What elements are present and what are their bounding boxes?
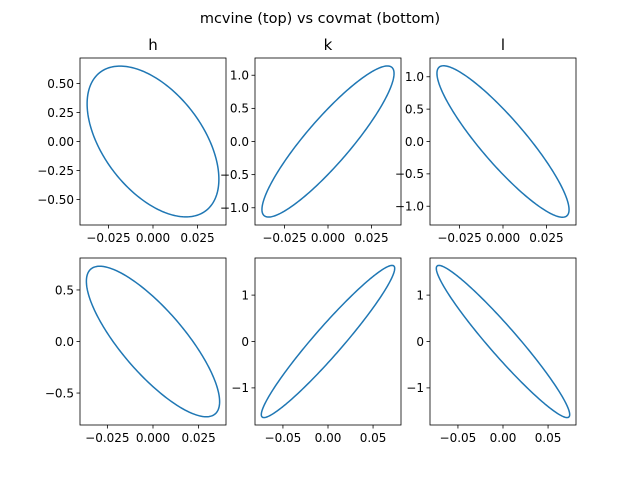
subplot-r1c1-xtick-label: −0.025 <box>86 231 130 245</box>
subplot-r2c1-ytick-label: 0.0 <box>55 335 74 349</box>
subplot-r1c1-ytick-label: 0.25 <box>47 106 74 120</box>
subplot-r2c2-xtick-label: 0.05 <box>360 431 387 445</box>
subplot-r1c3-xtick-label: 0.025 <box>529 231 563 245</box>
subplot-r2c3-xtick-label: 0.00 <box>490 431 517 445</box>
subplot-r2c2-xtick-label: 0.00 <box>315 431 342 445</box>
subplot-r1c3-curve <box>436 65 570 218</box>
subplot-r2c1-ytick-label: 0.5 <box>55 283 74 297</box>
subplot-r2c1-xtick-label: 0.000 <box>136 431 170 445</box>
subplot-r1c3-frame <box>429 57 577 226</box>
subplot-r2c3-xtick-label: −0.05 <box>440 431 477 445</box>
subplot-r2c3-frame <box>429 257 577 426</box>
subplot-r2c3-curve <box>435 264 571 419</box>
subplot-r1c3-ytick-label: 0.0 <box>405 135 424 149</box>
subplot-r2c1-curve <box>85 265 221 418</box>
subplot-r2c3-xtick-label: 0.05 <box>535 431 562 445</box>
subplot-r1c3-xtick-label: 0.000 <box>486 231 520 245</box>
subplot-r1c2-ytick-label: 0.5 <box>230 102 249 116</box>
subplot-r2c3: −0.05 0.00 0.05 −1 0 1 <box>406 257 577 445</box>
subplot-r1c1-ytick-label: 0.50 <box>47 77 74 91</box>
subplot-r1c2-title: k <box>324 36 333 54</box>
subplot-r1c1-ytick-label: 0.00 <box>47 135 74 149</box>
subplot-r1c3: −0.025 0.000 0.025 −1.0 −0.5 0.0 0.5 1.0 l <box>395 36 577 245</box>
subplot-r2c2-ytick-label: −1 <box>231 381 249 395</box>
subplot-r2c3-ytick-label: 1 <box>416 288 424 302</box>
subplot-r2c2: −0.05 0.00 0.05 −1 0 1 <box>231 257 402 445</box>
subplot-r2c2-ytick-label: 1 <box>241 288 249 302</box>
subplot-r1c3-ytick-label: −0.5 <box>395 167 424 181</box>
subplot-r1c3-ytick-label: 0.5 <box>405 102 424 116</box>
subplot-r1c2-frame <box>254 57 402 226</box>
subplot-r1c1-ytick-label: −0.25 <box>37 164 74 178</box>
subplot-r2c3-ytick-label: 0 <box>416 335 424 349</box>
subplots: −0.025 0.000 0.025−0.50−0.250.000.250.50h−… <box>37 36 577 445</box>
subplot-r1c1-ytick-label: −0.50 <box>37 193 74 207</box>
subplot-r1c3-ytick-label: −1.0 <box>395 200 424 214</box>
subplot-r2c1-xtick-label: −0.025 <box>85 431 129 445</box>
subplot-r2c1: −0.025 0.000 0.025 −0.5 0.0 0.5 <box>45 257 227 445</box>
subplot-r1c2: −0.025 0.000 0.025 −1.0 −0.5 0.0 0.5 1.0 k <box>220 36 402 245</box>
subplot-r1c2-xtick-label: −0.025 <box>262 231 306 245</box>
subplot-r2c1-xtick-label: 0.025 <box>181 431 215 445</box>
subplot-r2c2-ytick-label: 0 <box>241 335 249 349</box>
subplot-r1c2-ytick-label: 0.0 <box>230 135 249 149</box>
subplot-r1c1: −0.025 0.000 0.025 −0.50 −0.25 0.00 0.25 0.50 h <box>37 36 227 245</box>
subplot-r2c2-frame <box>254 257 402 426</box>
subplot-r1c2-curve <box>261 65 395 218</box>
subplot-r1c1-title: h <box>148 36 158 54</box>
subplot-r1c2-ytick-label: −1.0 <box>220 201 249 215</box>
subplot-r2c1-ytick-label: −0.5 <box>45 386 74 400</box>
subplot-r1c2-xtick-label: 0.000 <box>311 231 345 245</box>
subplot-r1c3-title: l <box>501 36 505 54</box>
subplot-r1c1-curve <box>86 65 220 218</box>
subplot-r1c1-xtick-label: 0.000 <box>136 231 170 245</box>
figure-suptitle: mcvine (top) vs covmat (bottom) <box>200 11 440 27</box>
subplot-r1c3-xtick-label: −0.025 <box>437 231 481 245</box>
subplot-r1c3-ytick-label: 1.0 <box>405 70 424 84</box>
subplot-r2c2-curve <box>260 264 396 419</box>
subplot-r1c1-frame <box>79 57 227 226</box>
subplot-r2c1-frame <box>79 257 227 426</box>
subplot-r1c1-xtick-label: 0.025 <box>180 231 214 245</box>
subplot-r1c2-xtick-label: 0.025 <box>354 231 388 245</box>
subplot-r2c3-ytick-label: −1 <box>406 381 424 395</box>
subplot-r2c2-xtick-label: −0.05 <box>265 431 302 445</box>
subplot-r1c2-ytick-label: −0.5 <box>220 168 249 182</box>
subplot-r1c2-ytick-label: 1.0 <box>230 69 249 83</box>
